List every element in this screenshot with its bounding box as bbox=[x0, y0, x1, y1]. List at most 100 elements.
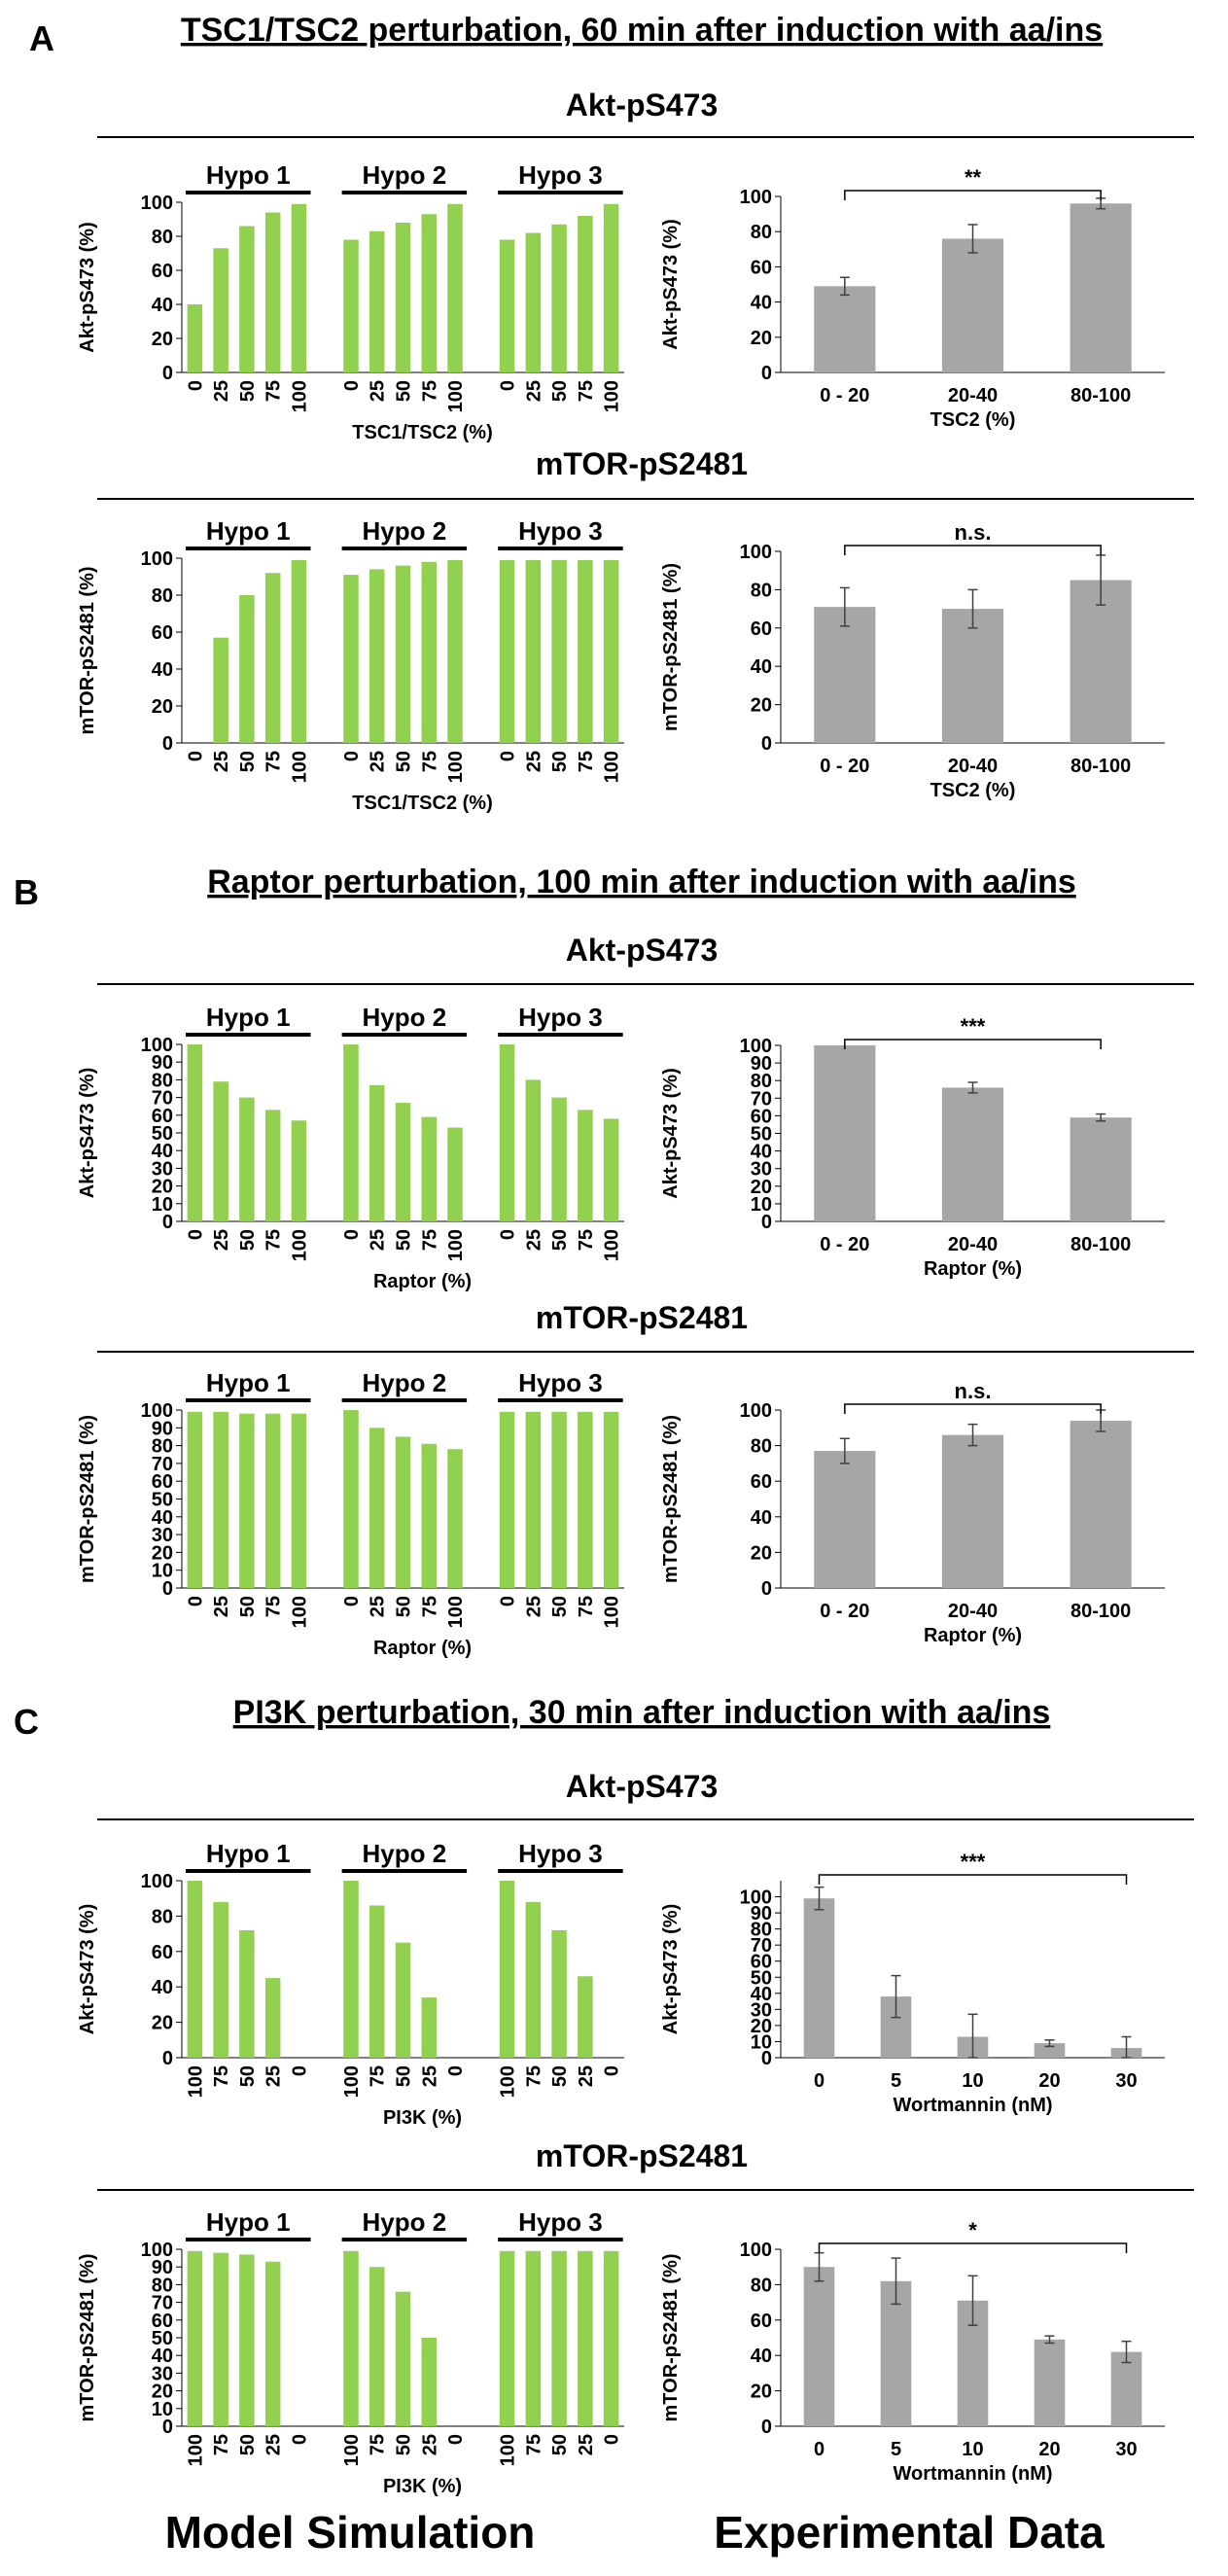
exp-chart-b-mtor: 0 20 40 60 80 100 mTOR-pS2481 (%) 0 - 20 20-40 80… bbox=[660, 1379, 1165, 1646]
exp-bar bbox=[941, 609, 1004, 743]
x-tick-label: 100 bbox=[185, 2434, 206, 2466]
x-tick-label: 100 bbox=[445, 380, 467, 412]
x-tick-label: 20-40 bbox=[948, 1234, 998, 1255]
x-tick-label: 75 bbox=[576, 1229, 597, 1251]
y-tick-label: 20 bbox=[152, 2013, 173, 2034]
x-axis-label: PI3K (%) bbox=[383, 2107, 462, 2129]
hypo-label: Hypo 1 bbox=[206, 1003, 291, 1032]
x-tick-label: 75 bbox=[576, 1596, 597, 1617]
x-tick-label: 0 bbox=[498, 380, 519, 391]
y-tick-label: 70 bbox=[751, 1088, 772, 1110]
x-tick-label: 100 bbox=[185, 2065, 206, 2098]
x-tick-label: 20-40 bbox=[948, 385, 998, 406]
x-tick-label: 75 bbox=[419, 1596, 440, 1617]
footer-model-simulation: Model Simulation bbox=[165, 2507, 536, 2558]
x-tick-label: 25 bbox=[211, 380, 232, 402]
y-tick-label: 90 bbox=[751, 1053, 772, 1075]
x-tick-label: 100 bbox=[341, 2434, 363, 2466]
exp-bar bbox=[803, 2267, 835, 2426]
y-tick-label: 80 bbox=[152, 585, 173, 607]
x-tick-label: 0 - 20 bbox=[820, 756, 869, 777]
x-tick-label: 50 bbox=[237, 2065, 259, 2087]
y-tick-label: 90 bbox=[152, 2257, 173, 2278]
sim-bar bbox=[551, 2250, 567, 2426]
panel-letter-b: B bbox=[14, 872, 39, 912]
sim-bar bbox=[525, 1079, 542, 1221]
exp-bar bbox=[1110, 2351, 1142, 2426]
x-tick-label: 0 bbox=[445, 2434, 467, 2445]
hypo-label: Hypo 3 bbox=[518, 1839, 603, 1868]
x-tick-label: 80-100 bbox=[1070, 1234, 1131, 1255]
x-axis-label: TSC1/TSC2 (%) bbox=[352, 422, 492, 443]
y-tick-label: 40 bbox=[751, 1507, 772, 1529]
y-tick-label: 10 bbox=[751, 1194, 772, 1216]
y-tick-label: 80 bbox=[751, 1920, 772, 1941]
exp-bar bbox=[1070, 203, 1132, 372]
x-tick-label: 80-100 bbox=[1070, 1601, 1131, 1622]
sim-bar bbox=[291, 559, 307, 743]
sim-bar bbox=[395, 223, 411, 372]
y-axis-label: Akt-pS473 (%) bbox=[77, 222, 98, 352]
y-tick-label: 80 bbox=[751, 1071, 772, 1092]
sim-bar bbox=[264, 2261, 281, 2426]
exp-chart-c-mtor: 0 20 40 60 80 100 mTOR-pS2481 (%) 0 5 10 20 30 Wortm… bbox=[660, 2218, 1165, 2485]
x-tick-label: 25 bbox=[211, 1596, 232, 1617]
exp-bar bbox=[1070, 580, 1132, 743]
x-tick-label: 0 bbox=[341, 1229, 363, 1240]
y-tick-label: 0 bbox=[162, 1212, 173, 1233]
exp-bar bbox=[814, 1451, 876, 1588]
y-tick-label: 50 bbox=[152, 1123, 173, 1145]
y-tick-label: 100 bbox=[740, 1400, 772, 1422]
x-tick-label: 25 bbox=[368, 1229, 389, 1251]
hypo-label: Hypo 1 bbox=[206, 1839, 291, 1868]
sim-bar bbox=[525, 559, 542, 743]
x-tick-label: 0 bbox=[602, 2434, 623, 2445]
significance-bracket bbox=[844, 545, 1102, 555]
x-tick-label: 80-100 bbox=[1070, 756, 1131, 777]
sim-bar bbox=[395, 1436, 411, 1588]
y-tick-label: 80 bbox=[152, 1906, 173, 1927]
hypo-label: Hypo 1 bbox=[206, 1368, 291, 1397]
y-tick-label: 50 bbox=[152, 1490, 173, 1511]
x-tick-label: 80-100 bbox=[1070, 385, 1131, 406]
sim-bar bbox=[603, 1411, 619, 1588]
significance-bracket bbox=[818, 2242, 1128, 2253]
x-tick-label: 75 bbox=[263, 751, 285, 772]
y-tick-label: 50 bbox=[751, 1967, 772, 1989]
x-tick-label: 75 bbox=[368, 2434, 389, 2455]
panel-letter-c: C bbox=[14, 1702, 39, 1742]
x-axis-label: Raptor (%) bbox=[373, 1638, 472, 1659]
x-tick-label: 50 bbox=[549, 2065, 571, 2087]
x-axis-label: TSC2 (%) bbox=[930, 409, 1016, 431]
y-tick-label: 60 bbox=[751, 2311, 772, 2332]
y-tick-label: 40 bbox=[152, 1141, 173, 1162]
x-tick-label: 0 bbox=[602, 2065, 623, 2076]
x-tick-label: 25 bbox=[523, 751, 544, 772]
y-tick-label: 0 bbox=[761, 733, 772, 755]
y-tick-label: 20 bbox=[152, 1542, 173, 1564]
y-axis-label: mTOR-pS2481 (%) bbox=[77, 2253, 98, 2421]
y-tick-label: 100 bbox=[740, 1036, 772, 1057]
y-tick-label: 20 bbox=[152, 696, 173, 718]
sim-bar bbox=[525, 232, 542, 372]
x-tick-label: 25 bbox=[419, 2065, 440, 2087]
panel-c-mtor-section-title: mTOR-pS2481 bbox=[536, 2138, 748, 2173]
hypo-label: Hypo 2 bbox=[362, 1368, 446, 1397]
x-tick-label: 75 bbox=[523, 2065, 544, 2087]
x-tick-label: 0 bbox=[498, 751, 519, 761]
x-axis-label: PI3K (%) bbox=[383, 2476, 462, 2497]
x-tick-label: 25 bbox=[263, 2434, 285, 2455]
x-tick-label: 30 bbox=[1115, 2439, 1137, 2460]
y-tick-label: 80 bbox=[751, 1436, 772, 1458]
exp-chart-a-mtor: 0 20 40 60 80 100 mTOR-pS2481 (%) 0 - 20 20-40 80… bbox=[660, 520, 1165, 801]
significance-label: ** bbox=[965, 165, 982, 190]
y-tick-label: 0 bbox=[761, 2417, 772, 2438]
y-tick-label: 20 bbox=[751, 2016, 772, 2037]
hypo-label: Hypo 3 bbox=[518, 2207, 603, 2237]
x-tick-label: 25 bbox=[419, 2434, 440, 2455]
